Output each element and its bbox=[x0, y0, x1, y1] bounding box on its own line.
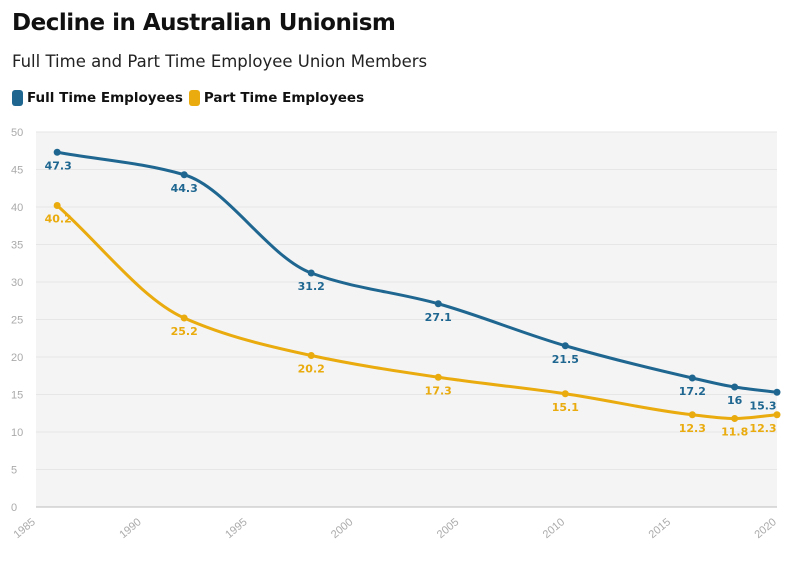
data-label-full-time: 47.3 bbox=[45, 159, 72, 172]
data-point-full-time bbox=[53, 148, 61, 156]
series-full-time: 47.3 44.3 31.2 27.1 21.5 17.2 16 15.3 bbox=[45, 148, 781, 412]
data-label-full-time: 15.3 bbox=[749, 399, 776, 412]
x-tick-label: 1995 bbox=[223, 516, 249, 541]
x-tick-label: 2010 bbox=[541, 516, 567, 541]
x-tick-label: 1990 bbox=[117, 516, 143, 541]
data-point-full-time bbox=[307, 269, 315, 277]
x-tick-label: 2020 bbox=[752, 516, 778, 541]
data-label-full-time: 44.3 bbox=[171, 182, 198, 195]
y-tick-label: 5 bbox=[11, 465, 17, 477]
y-tick-label: 0 bbox=[11, 502, 17, 514]
data-point-full-time bbox=[561, 342, 569, 350]
data-point-part-time bbox=[561, 390, 569, 398]
data-point-part-time bbox=[434, 373, 442, 381]
data-point-full-time bbox=[773, 388, 781, 396]
series-part-time: 40.225.220.217.315.112.3 11.8 12.3 bbox=[45, 202, 781, 439]
y-tick-label: 15 bbox=[11, 390, 23, 402]
data-label-part-time: 12.3 bbox=[749, 422, 776, 435]
data-label-part-time: 40.2 bbox=[45, 213, 72, 226]
chart-subtitle: Full Time and Part Time Employee Union M… bbox=[12, 52, 428, 71]
data-label-full-time: 16 bbox=[727, 394, 743, 407]
data-point-full-time bbox=[180, 171, 188, 179]
chart-title: Decline in Australian Unionism bbox=[12, 10, 396, 36]
data-label-full-time: 17.2 bbox=[679, 385, 706, 398]
data-point-full-time bbox=[688, 374, 696, 382]
y-tick-label: 50 bbox=[11, 127, 23, 139]
data-point-part-time bbox=[307, 352, 315, 359]
data-point-part-time bbox=[688, 411, 696, 419]
x-tick-label: 2005 bbox=[435, 516, 461, 541]
x-tick-label: 1985 bbox=[11, 516, 37, 541]
y-tick-label: 30 bbox=[11, 277, 23, 289]
y-tick-label: 25 bbox=[11, 315, 23, 327]
x-tick-label: 2015 bbox=[647, 516, 673, 541]
legend-label-full-time: Full Time Employees bbox=[27, 90, 183, 106]
data-label-part-time: 12.3 bbox=[679, 422, 706, 435]
legend-item-part-time[interactable]: Part Time Employees bbox=[188, 90, 365, 106]
data-label-part-time: 20.2 bbox=[298, 363, 325, 376]
data-label-part-time: 25.2 bbox=[171, 325, 198, 338]
data-point-full-time bbox=[434, 300, 442, 308]
data-label-part-time: 15.1 bbox=[552, 401, 579, 414]
data-label-part-time: 17.3 bbox=[425, 384, 452, 397]
legend-swatch-part-time bbox=[188, 90, 200, 106]
data-point-part-time bbox=[731, 415, 739, 422]
y-tick-label: 40 bbox=[11, 202, 23, 214]
legend-label-part-time: Part Time Employees bbox=[203, 90, 365, 106]
data-point-part-time bbox=[773, 411, 781, 419]
legend: Full Time Employees Part Time Employees bbox=[12, 90, 370, 106]
x-tick-label: 2000 bbox=[329, 516, 355, 541]
legend-swatch-full-time bbox=[12, 90, 23, 106]
data-label-part-time: 11.8 bbox=[721, 426, 748, 439]
y-tick-label: 20 bbox=[11, 352, 23, 364]
data-label-full-time: 21.5 bbox=[552, 353, 579, 366]
legend-item-full-time[interactable]: Full Time Employees bbox=[12, 90, 183, 106]
y-tick-label: 10 bbox=[11, 427, 23, 439]
data-label-full-time: 27.1 bbox=[425, 311, 452, 324]
data-label-full-time: 31.2 bbox=[298, 280, 325, 293]
data-point-part-time bbox=[53, 202, 61, 209]
y-tick-label: 45 bbox=[11, 165, 23, 177]
data-point-part-time bbox=[180, 314, 188, 322]
data-point-full-time bbox=[731, 383, 739, 391]
y-tick-label: 35 bbox=[11, 240, 23, 252]
